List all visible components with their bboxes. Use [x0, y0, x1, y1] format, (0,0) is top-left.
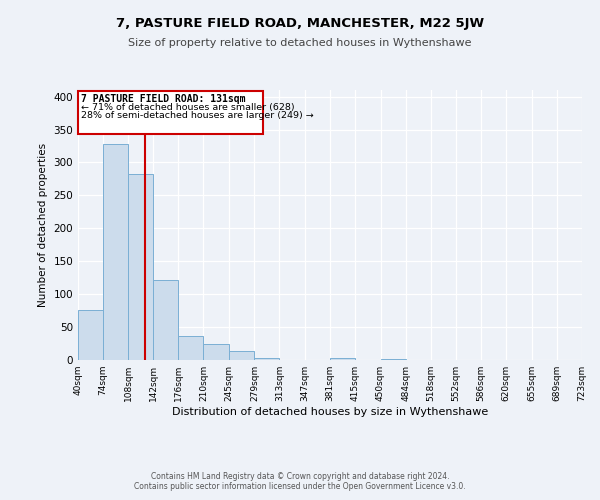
- Bar: [153, 280, 178, 360]
- Bar: [78, 310, 103, 360]
- Text: 28% of semi-detached houses are larger (249) →: 28% of semi-detached houses are larger (…: [81, 111, 314, 120]
- Text: Size of property relative to detached houses in Wythenshawe: Size of property relative to detached ho…: [128, 38, 472, 48]
- Bar: [103, 144, 128, 360]
- Bar: [380, 358, 406, 360]
- Y-axis label: Number of detached properties: Number of detached properties: [38, 143, 48, 307]
- Bar: [329, 358, 355, 360]
- Bar: [178, 336, 203, 360]
- Text: 7, PASTURE FIELD ROAD, MANCHESTER, M22 5JW: 7, PASTURE FIELD ROAD, MANCHESTER, M22 5…: [116, 18, 484, 30]
- Bar: [128, 174, 153, 360]
- Text: Contains public sector information licensed under the Open Government Licence v3: Contains public sector information licen…: [134, 482, 466, 491]
- Bar: [78, 92, 263, 134]
- Text: Contains HM Land Registry data © Crown copyright and database right 2024.: Contains HM Land Registry data © Crown c…: [151, 472, 449, 481]
- Bar: [229, 352, 254, 360]
- Bar: [203, 344, 229, 360]
- Text: 7 PASTURE FIELD ROAD: 131sqm: 7 PASTURE FIELD ROAD: 131sqm: [81, 94, 245, 104]
- X-axis label: Distribution of detached houses by size in Wythenshawe: Distribution of detached houses by size …: [172, 407, 488, 417]
- Bar: [254, 358, 280, 360]
- Text: ← 71% of detached houses are smaller (628): ← 71% of detached houses are smaller (62…: [81, 103, 295, 112]
